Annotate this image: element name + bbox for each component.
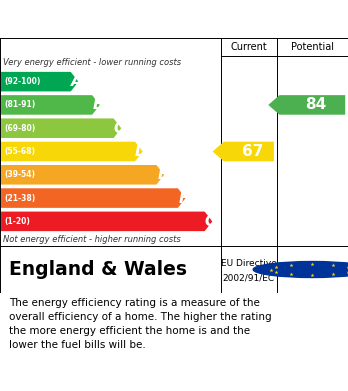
Text: F: F [179,190,189,206]
Polygon shape [1,188,185,208]
Text: Potential: Potential [291,42,334,52]
Text: Not energy efficient - higher running costs: Not energy efficient - higher running co… [3,235,181,244]
Circle shape [253,262,348,278]
Text: England & Wales: England & Wales [9,260,187,279]
Text: E: E [157,167,168,182]
Text: 67: 67 [242,144,263,159]
Polygon shape [1,212,212,231]
Text: (1-20): (1-20) [4,217,30,226]
Text: (55-68): (55-68) [4,147,35,156]
Polygon shape [1,72,78,91]
Polygon shape [1,95,100,115]
Polygon shape [268,95,345,115]
Text: 2002/91/EC: 2002/91/EC [223,273,275,282]
Text: C: C [114,121,125,136]
Text: Energy Efficiency Rating: Energy Efficiency Rating [9,10,238,28]
Text: (39-54): (39-54) [4,170,35,179]
Polygon shape [1,142,143,161]
Text: Current: Current [230,42,267,52]
Polygon shape [1,118,121,138]
Text: (21-38): (21-38) [4,194,35,203]
Text: Very energy efficient - lower running costs: Very energy efficient - lower running co… [3,59,182,68]
Text: (69-80): (69-80) [4,124,35,133]
Text: A: A [71,74,82,89]
Polygon shape [1,165,164,185]
Text: D: D [135,144,147,159]
Polygon shape [213,142,274,161]
Text: 84: 84 [305,97,326,113]
Text: (92-100): (92-100) [4,77,41,86]
Text: The energy efficiency rating is a measure of the
overall efficiency of a home. T: The energy efficiency rating is a measur… [9,298,271,350]
Text: EU Directive: EU Directive [221,259,277,268]
Text: G: G [204,214,217,229]
Text: B: B [92,97,104,113]
Text: (81-91): (81-91) [4,100,35,109]
